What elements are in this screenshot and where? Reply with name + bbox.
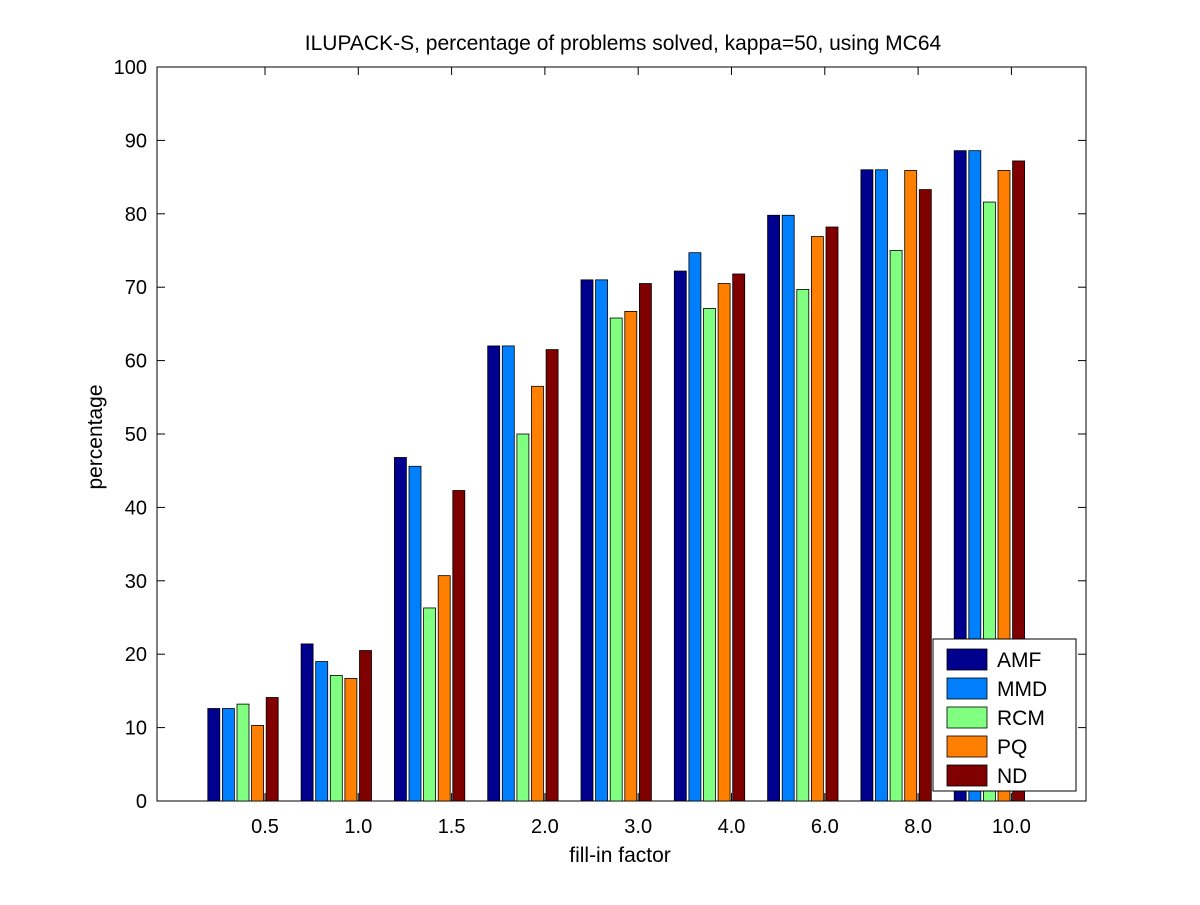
bar-amf-8.0 — [860, 169, 874, 802]
bar-amf-1.5 — [393, 457, 407, 802]
legend-swatch-nd — [946, 764, 988, 787]
x-tick-label: 2.0 — [531, 816, 559, 838]
bar-nd-3.0 — [639, 283, 652, 802]
x-tick-label: 0.5 — [251, 816, 279, 838]
bar-mmd-1.0 — [315, 661, 329, 802]
bar-nd-2.0 — [545, 349, 559, 802]
y-tick-label: 100 — [114, 57, 147, 79]
y-tick-label: 50 — [125, 424, 147, 446]
y-axis: 0 10 20 30 40 50 60 70 80 90 100 — [114, 57, 1086, 813]
bar-mmd-4.0 — [688, 252, 702, 802]
bar-pq-1.0 — [344, 678, 358, 802]
y-tick-label: 80 — [125, 204, 147, 226]
legend-label-amf: AMF — [997, 649, 1041, 672]
chart-title: ILUPACK-S, percentage of problems solved… — [305, 32, 942, 55]
x-tick-label: 3.0 — [624, 816, 652, 838]
legend-swatch-amf — [946, 648, 988, 671]
bar-amf-2.0 — [487, 345, 501, 802]
x-tick-label: 1.0 — [344, 816, 372, 838]
bar-rcm-1.0 — [329, 675, 343, 802]
y-tick-label: 40 — [125, 497, 147, 519]
bar-pq-6.0 — [811, 236, 824, 802]
y-tick-label: 30 — [125, 571, 147, 593]
bar-rcm-1.5 — [423, 607, 437, 802]
bar-mmd-10.0 — [968, 150, 982, 802]
y-tick-label: 70 — [125, 277, 147, 299]
bar-rcm-2.0 — [516, 433, 530, 802]
bar-nd-8.0 — [918, 189, 932, 802]
x-tick-label: 6.0 — [811, 816, 839, 838]
bar-amf-4.0 — [673, 270, 687, 802]
bar-pq-0.5 — [251, 724, 265, 802]
bar-rcm-3.0 — [609, 317, 623, 802]
bar-mmd-3.0 — [595, 279, 608, 802]
bar-mmd-0.5 — [221, 708, 235, 802]
bar-rcm-6.0 — [796, 289, 810, 802]
bar-nd-1.0 — [359, 650, 372, 802]
bar-series-group — [207, 150, 1025, 802]
bar-amf-10.0 — [953, 150, 967, 802]
bar-rcm-8.0 — [889, 250, 903, 802]
bar-pq-1.5 — [437, 575, 451, 802]
y-tick-label: 10 — [125, 718, 147, 740]
legend: AMF MMD RCM PQ ND — [932, 638, 1077, 792]
bar-amf-0.5 — [207, 708, 221, 802]
legend-swatch-mmd — [946, 677, 988, 700]
bar-pq-8.0 — [904, 170, 918, 802]
bar-rcm-4.0 — [703, 308, 716, 802]
y-axis-label: percentage — [84, 384, 107, 489]
y-tick-label: 90 — [125, 130, 147, 152]
bar-nd-6.0 — [825, 226, 839, 802]
x-tick-label: 8.0 — [904, 816, 932, 838]
legend-label-rcm: RCM — [997, 707, 1045, 730]
bar-mmd-1.5 — [408, 465, 422, 802]
x-tick-label: 4.0 — [718, 816, 746, 838]
bar-pq-3.0 — [624, 311, 638, 802]
bar-pq-2.0 — [531, 385, 544, 802]
bar-amf-6.0 — [767, 214, 780, 802]
x-tick-label: 1.5 — [438, 816, 466, 838]
legend-label-nd: ND — [997, 765, 1027, 788]
legend-swatch-rcm — [946, 706, 988, 729]
y-tick-label: 60 — [125, 351, 147, 373]
bar-pq-4.0 — [717, 283, 731, 802]
bar-mmd-2.0 — [501, 345, 515, 802]
y-tick-label: 20 — [125, 644, 147, 666]
bar-nd-0.5 — [265, 697, 279, 802]
x-tick-label: 10.0 — [992, 816, 1031, 838]
legend-label-mmd: MMD — [997, 678, 1047, 701]
bar-mmd-8.0 — [875, 169, 888, 802]
bar-mmd-6.0 — [781, 214, 795, 802]
bar-rcm-0.5 — [236, 703, 250, 802]
bar-amf-1.0 — [300, 643, 314, 802]
bar-nd-4.0 — [732, 273, 746, 802]
y-tick-label: 0 — [136, 791, 147, 813]
x-axis: 0.5 1.0 1.5 2.0 3.0 4.0 6.0 8.0 10.0 — [251, 67, 1031, 838]
legend-label-pq: PQ — [997, 736, 1027, 759]
x-axis-label: fill-in factor — [569, 844, 671, 867]
bar-amf-3.0 — [580, 279, 594, 802]
legend-swatch-pq — [946, 735, 988, 758]
bar-nd-1.5 — [452, 490, 466, 802]
